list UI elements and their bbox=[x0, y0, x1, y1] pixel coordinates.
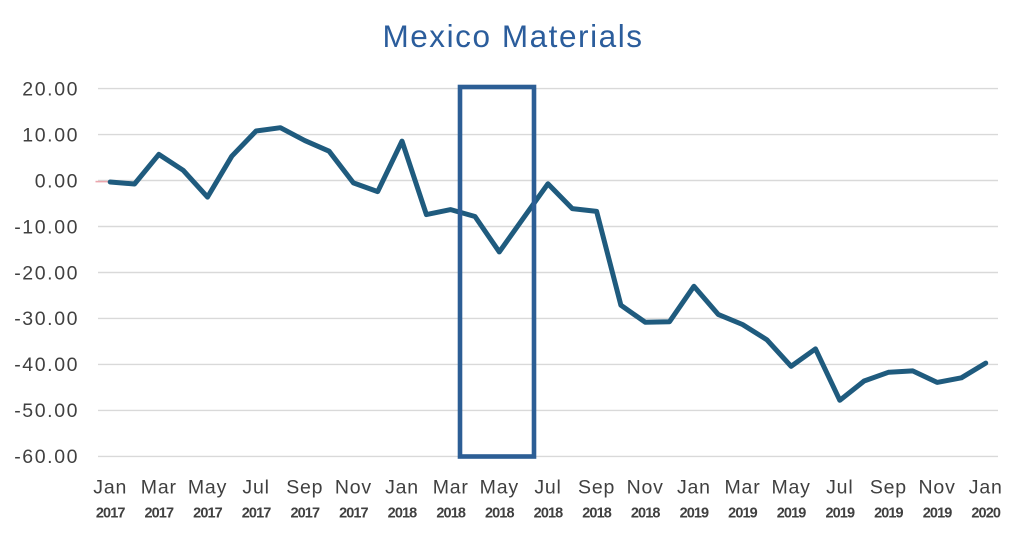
svg-text:Jul: Jul bbox=[242, 477, 269, 499]
svg-text:2018: 2018 bbox=[436, 506, 465, 522]
svg-text:2018: 2018 bbox=[582, 506, 611, 522]
svg-text:-50.00: -50.00 bbox=[14, 400, 79, 422]
svg-text:2019: 2019 bbox=[825, 506, 854, 522]
svg-text:2019: 2019 bbox=[874, 506, 903, 522]
svg-text:Jul: Jul bbox=[826, 477, 853, 499]
svg-text:May: May bbox=[188, 477, 227, 499]
svg-text:Mar: Mar bbox=[725, 477, 761, 499]
svg-text:Mar: Mar bbox=[433, 477, 469, 499]
svg-text:Sep: Sep bbox=[578, 477, 615, 499]
svg-text:Nov: Nov bbox=[335, 477, 372, 499]
svg-text:Jul: Jul bbox=[534, 477, 561, 499]
svg-text:2018: 2018 bbox=[388, 506, 417, 522]
svg-text:2018: 2018 bbox=[534, 506, 563, 522]
svg-text:2017: 2017 bbox=[339, 506, 368, 522]
svg-text:2018: 2018 bbox=[485, 506, 514, 522]
svg-text:May: May bbox=[480, 477, 519, 499]
svg-text:2017: 2017 bbox=[144, 506, 173, 522]
svg-text:10.00: 10.00 bbox=[22, 124, 79, 146]
svg-text:May: May bbox=[771, 477, 810, 499]
svg-text:Jan: Jan bbox=[677, 477, 711, 499]
svg-text:2017: 2017 bbox=[96, 506, 125, 522]
svg-text:2017: 2017 bbox=[242, 506, 271, 522]
svg-text:Sep: Sep bbox=[870, 477, 907, 499]
svg-text:-60.00: -60.00 bbox=[14, 446, 79, 468]
svg-text:2019: 2019 bbox=[680, 506, 709, 522]
svg-text:Nov: Nov bbox=[627, 477, 664, 499]
svg-text:2017: 2017 bbox=[290, 506, 319, 522]
svg-text:-20.00: -20.00 bbox=[14, 262, 79, 284]
svg-text:-40.00: -40.00 bbox=[14, 354, 79, 376]
svg-text:-10.00: -10.00 bbox=[14, 216, 79, 238]
svg-text:2019: 2019 bbox=[728, 506, 757, 522]
svg-text:0.00: 0.00 bbox=[35, 170, 79, 192]
svg-text:Sep: Sep bbox=[286, 477, 323, 499]
svg-text:Jan: Jan bbox=[385, 477, 419, 499]
svg-text:2018: 2018 bbox=[631, 506, 660, 522]
svg-text:20.00: 20.00 bbox=[22, 78, 79, 100]
svg-text:2019: 2019 bbox=[777, 506, 806, 522]
svg-text:Jan: Jan bbox=[969, 477, 1003, 499]
svg-text:Mar: Mar bbox=[141, 477, 177, 499]
svg-text:Nov: Nov bbox=[919, 477, 956, 499]
svg-text:Jan: Jan bbox=[93, 477, 127, 499]
svg-text:2020: 2020 bbox=[971, 506, 1000, 522]
svg-text:2019: 2019 bbox=[923, 506, 952, 522]
svg-text:Mexico Materials: Mexico Materials bbox=[382, 18, 643, 54]
svg-text:2017: 2017 bbox=[193, 506, 222, 522]
svg-text:-30.00: -30.00 bbox=[14, 308, 79, 330]
